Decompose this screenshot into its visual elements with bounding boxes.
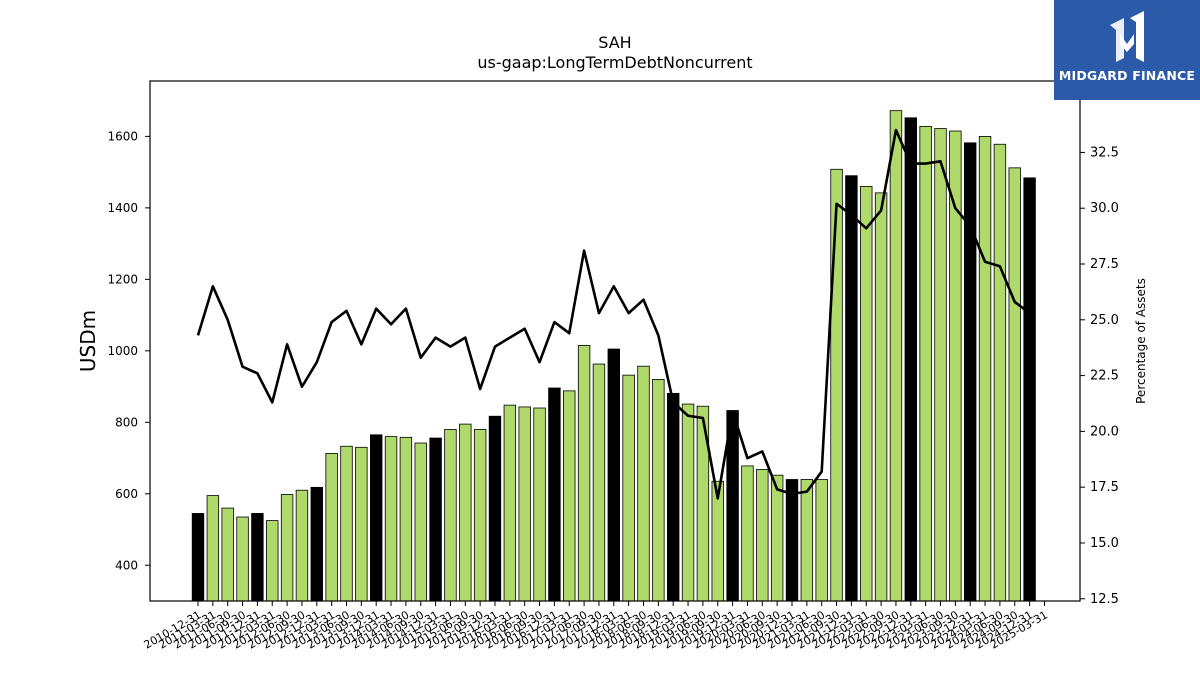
bar-2015-06-30	[459, 423, 472, 602]
y2-axis-label: Percentage of Assets	[1134, 278, 1148, 404]
mf-logo-icon	[1110, 11, 1144, 62]
bar-2024-03-31	[978, 135, 992, 602]
bar-2021-12-31	[845, 175, 858, 602]
line-group	[196, 128, 1031, 500]
bar-2012-12-31	[310, 486, 324, 602]
bar-2015-09-30	[473, 429, 487, 602]
y2-tick-label-30: 30.0	[1090, 201, 1119, 216]
bar-2022-06-30	[874, 192, 888, 602]
y-tick-label-1000: 1000	[107, 344, 138, 358]
bar-2023-12-31	[964, 142, 977, 602]
bar-2020-03-31	[741, 465, 754, 602]
bar-2018-09-30	[652, 379, 665, 602]
bar-2021-09-30	[830, 168, 843, 602]
bar-2024-06-30	[993, 143, 1007, 602]
y2-tick-label-17.5: 17.5	[1090, 480, 1119, 495]
bar-2020-09-30	[770, 474, 784, 602]
y2-tick-label-20: 20.0	[1090, 424, 1119, 439]
x-axis: 2010-12-312011-03-312011-06-302011-09-30…	[142, 601, 1050, 652]
y2-tick-label-32.5: 32.5	[1090, 145, 1119, 160]
bar-2022-12-31	[904, 117, 918, 602]
plot-frame	[149, 80, 1081, 602]
bar-2023-09-30	[949, 130, 962, 602]
y2-tick-label-27.5: 27.5	[1090, 257, 1119, 272]
bar-2015-03-31	[444, 429, 457, 602]
bar-2011-03-31	[206, 495, 220, 602]
bar-2021-03-31	[800, 479, 814, 602]
y2-tick-label-22.5: 22.5	[1090, 369, 1119, 384]
bar-2014-09-30	[414, 442, 427, 602]
bar-2018-03-31	[622, 374, 635, 602]
bar-2014-12-31	[429, 437, 442, 602]
bar-2010-12-31	[191, 513, 205, 602]
bar-2019-03-31	[681, 403, 695, 602]
bar-2016-12-31	[548, 387, 561, 602]
y-tick-label-1400: 1400	[107, 201, 138, 215]
bar-2020-06-30	[756, 469, 769, 602]
bar-2016-09-30	[533, 407, 546, 602]
y-tick-label-400: 400	[115, 558, 138, 572]
bar-2013-09-30	[355, 446, 368, 602]
bar-2018-12-31	[667, 392, 680, 602]
bar-2016-03-31	[503, 404, 517, 602]
bar-2013-12-31	[369, 434, 383, 602]
bar-2022-03-31	[860, 186, 873, 602]
chart-title: SAH	[598, 33, 631, 52]
bar-2024-12-31	[1023, 177, 1036, 602]
bar-2016-06-30	[518, 406, 531, 602]
bar-2018-06-30	[637, 365, 650, 602]
bar-2011-06-30	[221, 507, 234, 602]
bar-2015-12-31	[488, 415, 502, 602]
bar-2014-03-31	[384, 436, 398, 602]
y2-tick-label-15: 15.0	[1090, 536, 1119, 551]
chart-subtitle: us-gaap:LongTermDebtNoncurrent	[477, 53, 752, 72]
bar-2024-09-30	[1008, 167, 1021, 602]
bar-2017-12-31	[607, 348, 621, 602]
y-tick-label-600: 600	[115, 487, 138, 501]
brand-name: MIDGARD FINANCE	[1058, 68, 1196, 83]
bar-2017-06-30	[577, 345, 591, 602]
right-axis: 12.5 15.0 17.5 20.0 22.5 25.0 27.5 30.0 32.5	[1080, 145, 1119, 607]
bar-2020-12-31	[785, 479, 799, 602]
bar-2011-09-30	[236, 516, 249, 602]
y-axis-label: USDm	[76, 310, 100, 372]
bar-2023-03-31	[919, 125, 932, 602]
left-axis: 400 600 800 1000 1200 1400 1600	[107, 129, 150, 572]
bar-2014-06-30	[399, 436, 413, 602]
y-tick-label-1600: 1600	[107, 129, 138, 143]
bar-2012-03-31	[266, 520, 279, 602]
bars-group	[191, 110, 1036, 602]
bar-2011-12-31	[251, 513, 264, 602]
bar-2013-03-31	[325, 452, 338, 602]
bar-2023-06-30	[934, 128, 947, 602]
bar-2021-06-30	[815, 479, 828, 602]
y-tick-label-1200: 1200	[107, 272, 138, 286]
y2-tick-label-12.5: 12.5	[1090, 592, 1119, 607]
y-tick-label-800: 800	[115, 415, 138, 429]
bar-2017-09-30	[592, 363, 606, 602]
brand-logo: MIDGARD FINANCE	[1054, 0, 1200, 100]
percentage-of-assets-line	[196, 128, 1031, 500]
bar-2017-03-31	[563, 390, 576, 602]
bar-2012-06-30	[280, 494, 294, 602]
bar-2013-06-30	[340, 445, 353, 602]
bar-2022-09-30	[889, 110, 903, 602]
bar-2012-09-30	[295, 489, 309, 602]
y2-tick-label-25: 25.0	[1090, 313, 1119, 328]
